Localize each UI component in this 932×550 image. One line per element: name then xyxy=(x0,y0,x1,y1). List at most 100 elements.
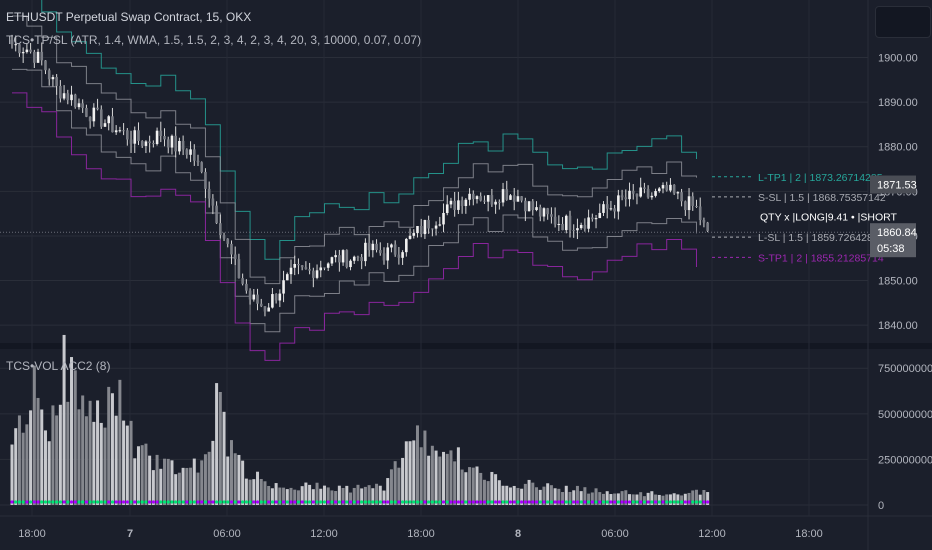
volume-bar xyxy=(449,450,453,505)
volume-signal-dot xyxy=(438,500,442,504)
volume-bar xyxy=(672,493,676,505)
volume-bar xyxy=(564,485,568,505)
long-tp1-label: L-TP1 | 2 | 1873.26714285 xyxy=(758,172,883,184)
volume-bar xyxy=(371,488,375,505)
candle-body xyxy=(591,217,594,220)
volume-signal-dot xyxy=(401,500,405,504)
volume-bar xyxy=(14,428,18,505)
volume-signal-dot xyxy=(419,500,423,504)
candle-body xyxy=(706,222,709,231)
candle-body xyxy=(237,259,241,279)
volume-signal-dot xyxy=(267,500,271,504)
volume-bar xyxy=(438,456,442,505)
candle-body xyxy=(691,196,695,206)
volume-bar xyxy=(25,424,29,505)
candle-body xyxy=(628,190,631,200)
volume-signal-dot xyxy=(95,500,100,504)
volume-bar xyxy=(349,492,353,505)
volume-bar xyxy=(683,493,687,505)
candle-body xyxy=(438,224,442,226)
volume-bar xyxy=(334,491,338,505)
volume-bar xyxy=(36,397,40,505)
volume-signal-dot xyxy=(177,500,181,504)
candle-body xyxy=(77,103,81,108)
volume-signal-dot xyxy=(315,500,319,504)
candle-body xyxy=(55,77,58,86)
volume-bar xyxy=(665,494,669,505)
candle-body xyxy=(178,140,181,152)
volume-bar xyxy=(263,481,267,505)
candle-body xyxy=(672,184,676,194)
volume-signal-dot xyxy=(248,500,252,504)
volume-bar xyxy=(322,485,326,505)
candle-body xyxy=(81,103,84,108)
volume-bar xyxy=(475,466,479,505)
volume-indicator-legend[interactable]: TCS•VOL ACC2 (8) xyxy=(6,359,111,373)
volume-bar xyxy=(616,493,620,505)
volume-signal-dot xyxy=(512,500,516,504)
candle-body xyxy=(88,116,92,122)
candle-body xyxy=(282,280,285,294)
volume-signal-dot xyxy=(181,500,185,504)
volume-signal-dot xyxy=(698,500,702,504)
volume-signal-dot xyxy=(244,500,248,504)
candle-body xyxy=(256,294,259,304)
volume-signal-dot xyxy=(579,500,583,504)
volume-signal-dot xyxy=(549,500,554,504)
volume-bar xyxy=(66,401,70,505)
volume-signal-dot xyxy=(653,500,658,504)
volume-bar xyxy=(360,488,364,505)
candle-body xyxy=(431,228,434,230)
candle-body xyxy=(129,139,133,144)
candle-body xyxy=(140,141,144,146)
volume-signal-dot xyxy=(77,500,81,504)
volume-signal-dot xyxy=(151,500,155,504)
volume-signal-dot xyxy=(665,500,669,504)
time-tick-label: 06:00 xyxy=(213,528,241,540)
indicator-legend[interactable]: TCS•TP/SL (ATR, 1.4, WMA, 1.5, 1.5, 2, 3… xyxy=(6,33,422,47)
volume-bar xyxy=(256,471,260,505)
volume-signal-dot xyxy=(479,500,483,504)
candle-body xyxy=(326,263,330,268)
volume-bar xyxy=(583,487,587,505)
candle-body xyxy=(44,60,47,71)
current-price-tag-text: 1860.84 xyxy=(877,227,917,239)
candle-body xyxy=(215,205,218,224)
volume-bar xyxy=(657,494,661,505)
candle-body xyxy=(137,130,140,142)
volume-signal-dot xyxy=(594,500,598,504)
candle-body xyxy=(226,238,230,244)
symbol-title[interactable]: ETHUSDT Perpetual Swap Contract, 15, OKX xyxy=(6,10,252,24)
volume-bars xyxy=(10,334,710,505)
volume-signal-dot xyxy=(587,500,591,504)
qty-label: QTY x |LONG|9.41 • |SHORT xyxy=(760,211,898,223)
volume-signal-dot xyxy=(475,500,479,504)
chart-settings-button[interactable] xyxy=(875,6,931,38)
volume-signal-dot xyxy=(81,500,85,504)
price-tick-label: 1850.00 xyxy=(878,276,918,288)
volume-bar xyxy=(453,461,457,505)
volume-signal-dot xyxy=(47,500,51,504)
volume-signal-dot xyxy=(211,500,215,504)
volume-signal-dot xyxy=(575,500,580,504)
volume-bar xyxy=(237,454,241,505)
candle-body xyxy=(535,207,538,211)
candle-body xyxy=(561,223,564,231)
volume-signal-dot xyxy=(546,500,550,504)
candle-body xyxy=(364,242,367,262)
candle-body xyxy=(579,224,583,229)
candle-body xyxy=(248,290,252,300)
candle-body xyxy=(73,94,77,108)
volume-tick-label: 750000000 xyxy=(878,363,932,375)
candle-body xyxy=(676,192,680,194)
volume-signal-dot xyxy=(467,500,472,504)
candle-body xyxy=(163,136,166,140)
volume-bar xyxy=(464,472,468,505)
volume-bar xyxy=(211,440,215,505)
volume-bar xyxy=(609,494,613,505)
candle-body xyxy=(114,130,118,133)
volume-bar xyxy=(698,494,702,505)
volume-bar xyxy=(70,357,74,505)
volume-bar xyxy=(185,467,189,505)
